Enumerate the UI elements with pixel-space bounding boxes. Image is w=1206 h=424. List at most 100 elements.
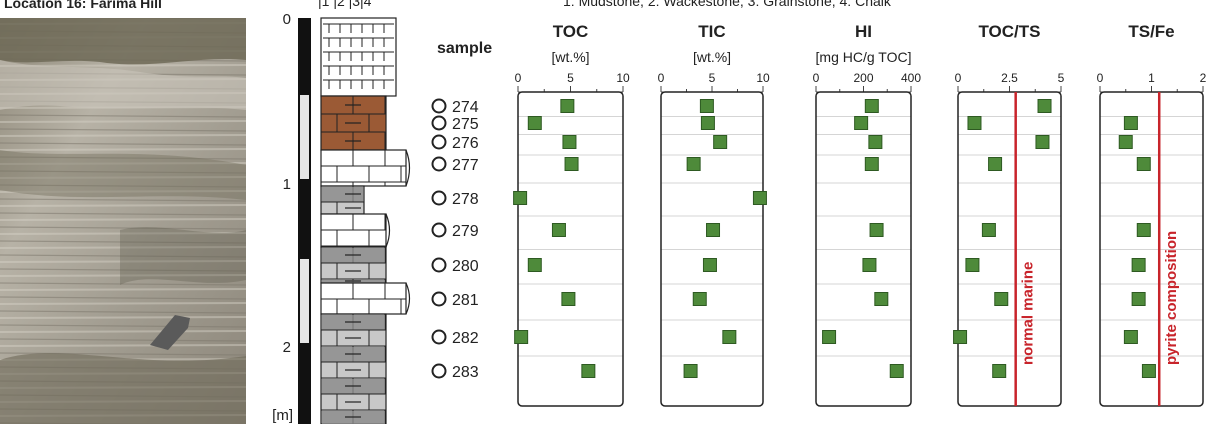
sample-marker bbox=[431, 291, 447, 307]
hammer-icon bbox=[150, 315, 190, 350]
sample-marker bbox=[431, 329, 447, 345]
reference-line-label: pyrite composition bbox=[1163, 231, 1180, 365]
data-point bbox=[981, 223, 996, 237]
data-point bbox=[889, 364, 904, 378]
panel-frame bbox=[815, 91, 912, 407]
tick-label: 5 bbox=[709, 71, 716, 85]
location-title: Location 16: Farima Hill bbox=[4, 0, 162, 11]
panel-title: TIC bbox=[698, 22, 725, 41]
lithology-bed bbox=[320, 17, 397, 97]
tick-label: 0 bbox=[813, 71, 820, 85]
sample-label: 279 bbox=[452, 223, 479, 240]
panel-1: TIC [wt.%] 0 5 10 bbox=[658, 22, 770, 407]
tick-label: 400 bbox=[901, 71, 921, 85]
grain-bulge bbox=[405, 282, 411, 315]
panel-frame bbox=[660, 91, 764, 407]
sample-label: 275 bbox=[452, 116, 479, 133]
panel-frame bbox=[517, 91, 624, 407]
lithology-column-labels: |1 |2 |3|4 bbox=[318, 0, 372, 9]
data-point bbox=[527, 116, 542, 130]
sample-marker bbox=[431, 190, 447, 206]
sample-marker bbox=[431, 363, 447, 379]
panel-title: TOC bbox=[553, 22, 589, 41]
data-point bbox=[700, 116, 715, 130]
data-point bbox=[862, 258, 877, 272]
data-point bbox=[713, 135, 728, 149]
sample-marker bbox=[431, 134, 447, 150]
panel-title: TOC/TS bbox=[978, 22, 1040, 41]
lithology-bed bbox=[320, 313, 387, 424]
data-point bbox=[561, 292, 576, 306]
sample-marker bbox=[431, 98, 447, 114]
tick-label: 1 bbox=[1148, 71, 1155, 85]
depth-tick-1: 1 bbox=[283, 176, 291, 193]
data-point bbox=[513, 191, 528, 205]
panel-frame bbox=[957, 91, 1062, 407]
sample-marker bbox=[431, 257, 447, 273]
data-point bbox=[562, 135, 577, 149]
data-point bbox=[560, 99, 575, 113]
sample-label: 280 bbox=[452, 258, 479, 275]
outcrop-photo bbox=[0, 18, 246, 424]
data-point bbox=[1037, 99, 1052, 113]
data-point bbox=[953, 330, 968, 344]
data-point bbox=[702, 258, 717, 272]
tick-label: 10 bbox=[616, 71, 630, 85]
data-point bbox=[683, 364, 698, 378]
data-point bbox=[967, 116, 982, 130]
panel-title: TS/Fe bbox=[1128, 22, 1174, 41]
tick-label: 10 bbox=[756, 71, 770, 85]
data-point bbox=[1118, 135, 1133, 149]
data-point bbox=[864, 157, 879, 171]
tick-label: 0 bbox=[658, 71, 665, 85]
depth-scale-bar bbox=[298, 18, 311, 424]
data-point bbox=[514, 330, 529, 344]
tick-label: 200 bbox=[853, 71, 873, 85]
depth-tick-0: 0 bbox=[283, 11, 291, 28]
panel-4: TS/Fe 0 1 2 pyrite composition bbox=[1097, 22, 1206, 407]
data-point bbox=[692, 292, 707, 306]
data-point bbox=[965, 258, 980, 272]
lithology-legend: 1: Mudstone, 2: Wackestone, 3: Grainston… bbox=[563, 0, 892, 9]
lithology-bed bbox=[320, 149, 407, 187]
sample-header: sample bbox=[437, 40, 492, 57]
data-point bbox=[1141, 364, 1156, 378]
tick-label: 0 bbox=[955, 71, 962, 85]
data-point bbox=[994, 292, 1009, 306]
data-point bbox=[868, 135, 883, 149]
sample-label: 277 bbox=[452, 157, 479, 174]
data-point bbox=[988, 157, 1003, 171]
wackestone-shade bbox=[322, 187, 363, 202]
grain-bulge bbox=[405, 149, 411, 187]
panel-unit: [wt.%] bbox=[693, 49, 731, 65]
tick-label: 2 bbox=[1200, 71, 1206, 85]
panel-frame bbox=[1099, 91, 1204, 407]
data-point bbox=[864, 99, 879, 113]
data-point bbox=[874, 292, 889, 306]
panel-0: TOC [wt.%] 0 5 10 bbox=[513, 22, 630, 407]
panel-unit: [wt.%] bbox=[551, 49, 589, 65]
tick-label: 0 bbox=[1097, 71, 1104, 85]
reference-line-label: normal marine bbox=[1020, 262, 1037, 365]
data-point bbox=[686, 157, 701, 171]
sample-label: 274 bbox=[452, 99, 479, 116]
data-point bbox=[992, 364, 1007, 378]
data-point bbox=[752, 191, 767, 205]
data-point bbox=[1136, 223, 1151, 237]
sample-marker bbox=[431, 222, 447, 238]
data-point bbox=[699, 99, 714, 113]
data-point bbox=[706, 223, 721, 237]
data-point bbox=[1035, 135, 1050, 149]
tick-label: 0 bbox=[515, 71, 522, 85]
data-point bbox=[722, 330, 737, 344]
sample-marker bbox=[431, 156, 447, 172]
sample-label: 281 bbox=[452, 292, 479, 309]
data-point bbox=[564, 157, 579, 171]
sample-label: 282 bbox=[452, 330, 479, 347]
data-point bbox=[869, 223, 884, 237]
data-point bbox=[854, 116, 869, 130]
data-point bbox=[822, 330, 837, 344]
data-point bbox=[551, 223, 566, 237]
